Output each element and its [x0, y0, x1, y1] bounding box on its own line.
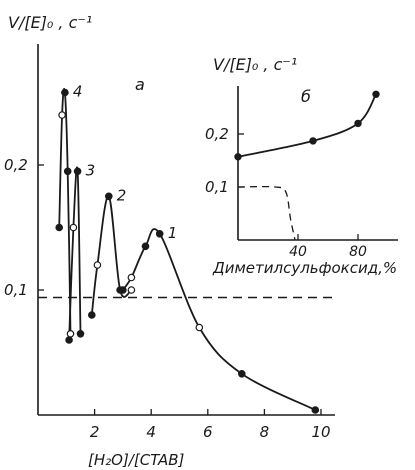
series-3-point	[77, 331, 83, 337]
series-1-point	[157, 231, 163, 237]
series-2-point	[94, 262, 100, 268]
inset-panel-label: б	[301, 87, 311, 106]
series-4-point	[62, 89, 68, 95]
series-2-point	[106, 193, 112, 199]
main-x-tick-label: 8	[260, 423, 270, 441]
inset-point	[235, 154, 241, 160]
main-y-tick-label: 0,2	[4, 156, 28, 174]
inset-x-tick-label: 80	[349, 244, 367, 260]
series-3-label: 3	[86, 161, 96, 179]
main-x-tick-label: 6	[203, 423, 213, 441]
inset-x-axis-label: Диметилсульфоксид,%	[212, 259, 397, 277]
main-panel: V/[E]₀ , c⁻¹ а [H₂O]/[CTAB] 2 4 6 8 10 0,1 0,2…	[4, 13, 335, 469]
inset-y-tick-label: 0,1	[205, 178, 229, 196]
series-1-point	[239, 371, 245, 377]
series-2-line	[92, 196, 132, 315]
inset-point	[355, 120, 361, 126]
main-ticks: 2 4 6 8 10 0,1 0,2	[4, 156, 331, 441]
series-2-point	[89, 312, 95, 318]
main-x-tick-label: 4	[146, 423, 156, 441]
main-x-axis-label: [H₂O]/[CTAB]	[88, 451, 185, 469]
series-4-point	[56, 224, 62, 230]
series-1-point	[312, 407, 318, 413]
series-2-label: 2	[117, 186, 127, 204]
series-4-point	[59, 112, 65, 118]
main-y-tick-label: 0,1	[4, 281, 28, 299]
inset-point	[373, 91, 379, 97]
series-3-point	[70, 224, 76, 230]
series-1-point	[142, 243, 148, 249]
inset-point	[310, 138, 316, 144]
inset-dashed-line	[238, 187, 295, 240]
series-3-point	[66, 337, 72, 343]
inset-series	[235, 91, 379, 240]
series-4-point	[67, 331, 73, 337]
series-1-point	[128, 274, 134, 280]
main-x-tick-label: 10	[311, 423, 330, 441]
main-x-tick-label: 2	[90, 423, 100, 441]
series-2-point	[117, 287, 123, 293]
main-y-axis-label: V/[E]₀ , c⁻¹	[8, 13, 92, 32]
series-4-label: 4	[73, 83, 83, 101]
series-1-label: 1	[168, 224, 178, 242]
series-1-line	[123, 229, 315, 410]
series-2-point	[128, 287, 134, 293]
inset-x-tick-label: 40	[289, 244, 307, 260]
inset-panel: V/[E]₀ , c⁻¹ б Диметилсульфоксид,% 40 80 0…	[205, 55, 398, 277]
series-1-point	[196, 324, 202, 330]
inset-y-axis-label: V/[E]₀ , c⁻¹	[213, 55, 297, 74]
main-panel-label: а	[135, 75, 145, 94]
series-4-point	[65, 168, 71, 174]
series-3-point	[74, 168, 80, 174]
inset-y-tick-label: 0,2	[205, 125, 229, 143]
